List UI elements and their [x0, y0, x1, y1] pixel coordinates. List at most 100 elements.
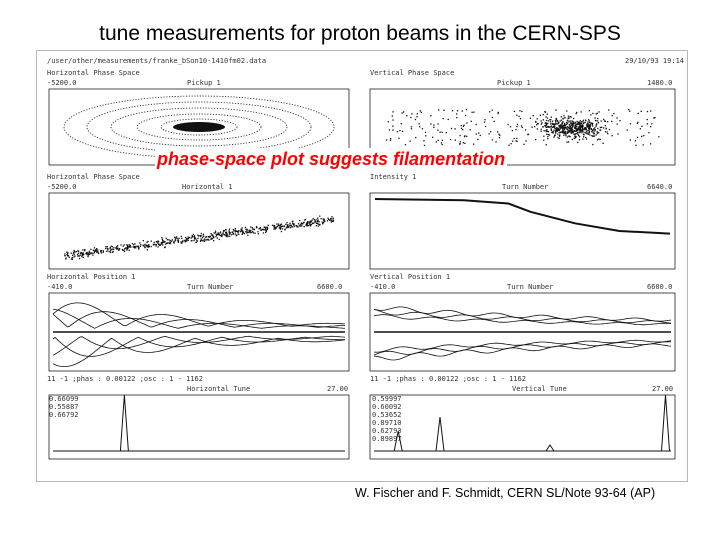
scatter-point: [536, 118, 538, 120]
scatter-point: [571, 122, 573, 124]
scatter-point: [410, 116, 412, 119]
scatter-point: [596, 112, 598, 114]
scatter-point: [168, 239, 170, 241]
scatter-point: [566, 122, 568, 125]
scatter-point: [288, 226, 290, 229]
scatter-point: [559, 124, 562, 126]
position-trace: [373, 309, 672, 324]
scatter-point: [418, 123, 420, 125]
scatter-point: [111, 251, 114, 253]
scatter-point: [390, 138, 392, 140]
scatter-point: [164, 246, 166, 248]
scatter-point: [516, 137, 518, 140]
scatter-point: [456, 110, 459, 112]
scatter-point: [158, 243, 160, 245]
scatter-point: [589, 126, 591, 128]
scatter-point: [70, 252, 72, 254]
scatter-point: [400, 123, 402, 125]
scatter-point: [464, 142, 466, 144]
scatter-point: [127, 247, 129, 249]
scatter-point: [201, 239, 203, 241]
scatter-point: [575, 125, 577, 127]
scatter-point: [90, 248, 92, 250]
scatter-point: [599, 138, 601, 141]
scatter-point: [555, 128, 557, 130]
scatter-point: [554, 130, 556, 132]
scatter-point: [546, 130, 549, 132]
scatter-point: [563, 131, 566, 133]
scatter-point: [293, 225, 295, 228]
scatter-point: [491, 139, 494, 141]
position-trace: [52, 311, 345, 328]
scatter-point: [550, 119, 552, 121]
scatter-point: [577, 128, 580, 131]
scatter-point: [163, 246, 166, 249]
scatter-point: [185, 238, 188, 240]
scatter-point: [82, 252, 84, 254]
scatter-point: [290, 224, 292, 226]
scatter-point: [521, 110, 523, 113]
scatter-point: [71, 258, 74, 260]
scatter-point: [164, 241, 166, 243]
scatter-point: [326, 220, 329, 222]
scatter-point: [320, 218, 322, 220]
scatter-point: [515, 128, 517, 131]
scatter-point: [466, 135, 468, 137]
scatter-point: [299, 219, 301, 222]
scatter-point: [460, 124, 462, 127]
scatter-point: [255, 227, 258, 229]
scatter-point: [635, 144, 637, 146]
scatter-point: [441, 139, 444, 141]
scatter-point: [398, 137, 400, 139]
scatter-point: [416, 113, 418, 115]
scatter-point: [582, 123, 584, 125]
scatter-point: [173, 236, 176, 238]
scatter-point: [203, 240, 206, 243]
scatter-point: [550, 123, 552, 125]
scatter-point: [642, 144, 644, 146]
scatter-point: [242, 232, 244, 234]
scatter-point: [322, 223, 324, 225]
scatter-point: [313, 219, 315, 221]
scatter-point: [237, 232, 239, 234]
scatter-point: [543, 139, 545, 141]
scatter-point: [579, 130, 581, 132]
scatter-point: [218, 232, 220, 234]
scatter-point: [588, 129, 590, 132]
scatter-point: [234, 229, 236, 231]
scatter-point: [67, 252, 69, 254]
scatter-point: [563, 129, 565, 131]
scatter-point: [598, 111, 600, 113]
scatter-point: [111, 248, 113, 250]
scatter-point: [560, 126, 562, 128]
tune-peak-line: [661, 394, 670, 452]
scatter-point: [213, 240, 215, 242]
scatter-point: [64, 253, 66, 255]
scatter-point: [81, 253, 83, 255]
scatter-point: [248, 230, 250, 232]
scatter-point: [430, 123, 432, 125]
scatter-point: [231, 231, 233, 234]
scatter-point: [592, 143, 594, 146]
scatter-point: [176, 236, 178, 238]
scatter-point: [317, 222, 319, 225]
scatter-point: [543, 130, 545, 132]
scatter-point: [67, 255, 70, 257]
scatter-point: [74, 251, 76, 253]
scatter-point: [594, 129, 596, 131]
scatter-point: [568, 126, 570, 128]
scatter-point: [155, 243, 157, 246]
scatter-point: [555, 122, 557, 125]
scatter-point: [65, 257, 67, 259]
scatter-point: [250, 226, 252, 228]
scatter-point: [128, 249, 130, 251]
scatter-point: [462, 129, 464, 131]
scatter-point: [650, 143, 652, 145]
scatter-point: [148, 245, 150, 248]
scatter-point: [314, 220, 316, 222]
scatter-point: [146, 244, 148, 247]
scatter-point: [212, 235, 215, 237]
scatter-point: [588, 126, 590, 128]
scatter-point: [279, 228, 282, 230]
scatter-point: [546, 133, 548, 135]
